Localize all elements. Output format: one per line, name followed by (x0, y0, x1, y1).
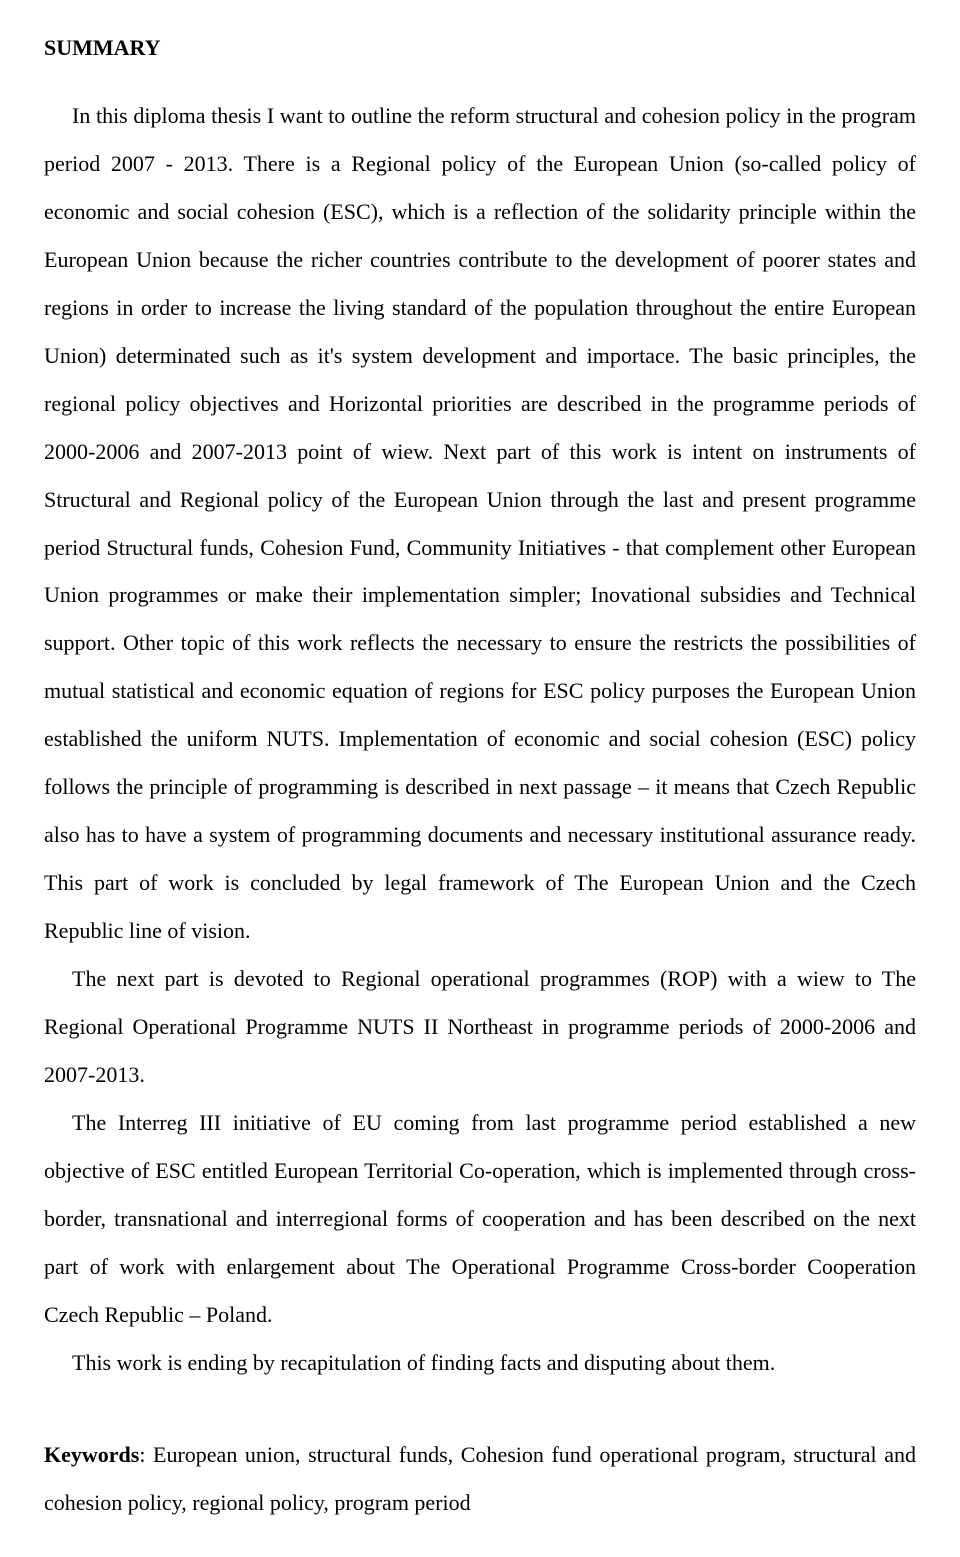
summary-paragraph: In this diploma thesis I want to outline… (44, 92, 916, 955)
page-title: SUMMARY (44, 24, 916, 72)
keywords-line: Keywords: European union, structural fun… (44, 1431, 916, 1527)
keywords-label: Keywords (44, 1442, 139, 1467)
keywords-text: : European union, structural funds, Cohe… (44, 1442, 916, 1515)
summary-paragraph: The next part is devoted to Regional ope… (44, 955, 916, 1099)
summary-paragraph: The Interreg III initiative of EU coming… (44, 1099, 916, 1339)
summary-paragraph: This work is ending by recapitulation of… (44, 1339, 916, 1387)
